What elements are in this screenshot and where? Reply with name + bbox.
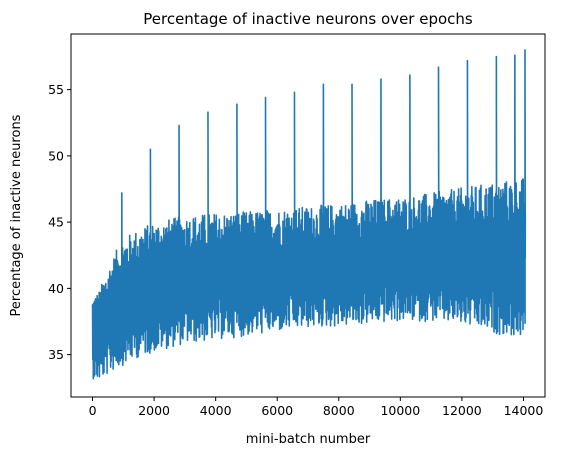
y-tick-label: 50 [48,148,64,163]
x-tick-label: 8000 [323,403,355,418]
x-tick-label: 12000 [442,403,482,418]
y-tick-label: 45 [48,215,64,230]
x-tick-label: 6000 [261,403,293,418]
x-tick-label: 2000 [138,403,170,418]
y-tick-label: 55 [48,82,64,97]
x-tick-label: 0 [89,403,97,418]
plot-frame [70,33,546,398]
y-tick-label: 40 [48,281,64,296]
x-tick-label: 4000 [200,403,232,418]
plot-data-group [91,49,527,380]
x-tick-label: 10000 [380,403,420,418]
x-axis: 0 2000 4000 6000 8000 10000 12000 14000 [89,397,544,418]
series-line-0 [91,49,527,380]
x-tick-label: 14000 [504,403,544,418]
x-axis-label: mini-batch number [246,432,371,447]
chart-title: Percentage of inactive neurons over epoc… [143,10,473,28]
y-tick-label: 35 [48,347,64,362]
y-axis: 35 40 45 50 55 [48,82,71,362]
y-axis-label: Percentage of inactive neurons [9,114,24,316]
